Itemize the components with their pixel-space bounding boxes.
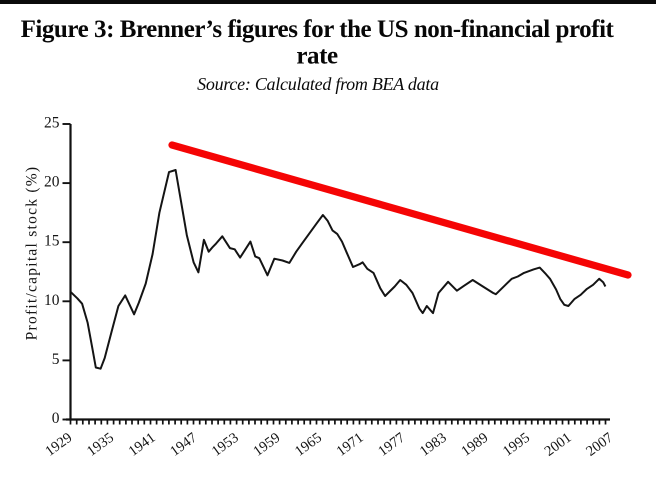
svg-text:25: 25: [44, 115, 60, 132]
svg-text:10: 10: [44, 292, 60, 309]
svg-text:1959: 1959: [250, 430, 283, 460]
svg-text:2001: 2001: [542, 430, 575, 460]
svg-text:15: 15: [44, 233, 60, 250]
svg-text:1953: 1953: [209, 430, 242, 460]
svg-text:Profit/capital stock (%): Profit/capital stock (%): [24, 166, 41, 341]
svg-text:2007: 2007: [583, 430, 616, 460]
svg-text:1935: 1935: [84, 430, 117, 460]
svg-text:1971: 1971: [334, 430, 367, 460]
svg-text:5: 5: [52, 351, 60, 368]
svg-text:1929: 1929: [42, 430, 75, 460]
svg-text:rate: rate: [296, 43, 338, 70]
svg-text:1989: 1989: [458, 430, 491, 460]
svg-text:Figure 3: Brenner’s figures fo: Figure 3: Brenner’s figures for the US n…: [21, 16, 615, 43]
svg-text:1977: 1977: [375, 430, 408, 460]
svg-text:Source: Calculated from BEA da: Source: Calculated from BEA data: [197, 74, 439, 94]
svg-text:1983: 1983: [417, 430, 450, 460]
svg-text:20: 20: [44, 174, 60, 191]
svg-text:0: 0: [52, 410, 60, 427]
svg-text:1941: 1941: [126, 430, 159, 460]
svg-text:1947: 1947: [167, 430, 200, 460]
svg-text:1965: 1965: [292, 430, 325, 460]
svg-text:1995: 1995: [500, 430, 533, 460]
